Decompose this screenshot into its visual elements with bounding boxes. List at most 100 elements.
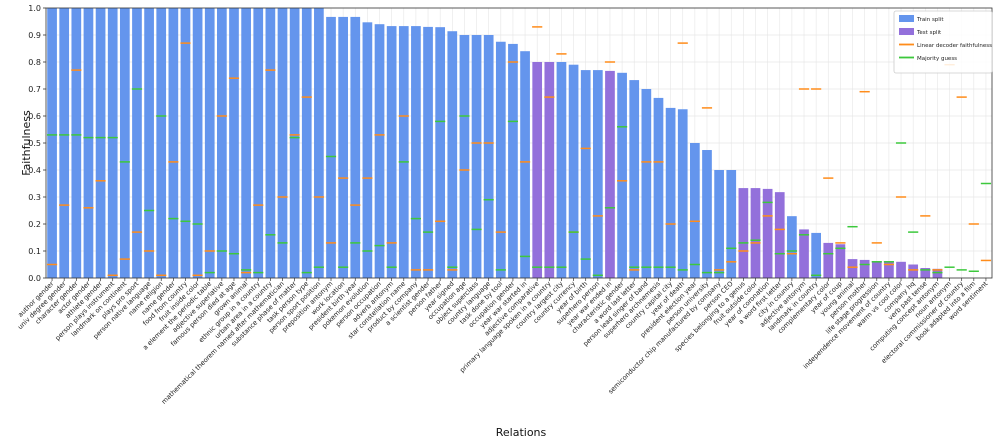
bar-train [71, 8, 82, 278]
bar-train [471, 35, 482, 278]
bar-train [374, 24, 385, 279]
bar-train [726, 170, 737, 278]
bar-train [398, 26, 409, 279]
bar-test [920, 268, 931, 278]
bar-train [107, 8, 118, 278]
y-tick-label: 1.0 [28, 4, 41, 13]
bar-test [532, 62, 543, 278]
bar-train [411, 26, 421, 279]
bar-train [314, 8, 324, 278]
y-tick-label: 0.9 [28, 31, 41, 40]
bar-test [908, 264, 919, 278]
bar-train [204, 8, 215, 278]
y-tick-label: 0.5 [28, 139, 41, 148]
y-tick-label: 0.0 [28, 274, 41, 283]
bar-test [859, 259, 870, 278]
bar-test [823, 242, 834, 278]
bar-train [168, 8, 179, 278]
bar-train [435, 27, 446, 279]
bar-train [702, 150, 712, 278]
bar-train [241, 8, 251, 278]
bar-train [350, 16, 361, 278]
bar-train [714, 170, 724, 278]
x-axis-title: Relations [496, 426, 547, 439]
bar-train [629, 80, 640, 278]
bar-train [59, 8, 70, 278]
bar-train [580, 70, 591, 278]
bar-train [787, 216, 797, 278]
bar-train [253, 8, 264, 278]
bar-train [47, 8, 57, 278]
bar-train [677, 109, 688, 278]
legend-train-label: Train split [916, 17, 944, 23]
bar-train [386, 26, 397, 279]
bar-train [592, 70, 603, 278]
bar-train [301, 8, 312, 278]
bar-train [95, 8, 106, 278]
bar-train [83, 8, 94, 278]
bar-train [289, 8, 300, 278]
bar-train [144, 8, 154, 278]
y-tick-label: 0.6 [28, 112, 41, 121]
bar-train [362, 22, 373, 279]
legend-decoder-label: Linear decoder faithfulness [917, 43, 992, 49]
bar-train [690, 143, 700, 278]
bar-train [665, 107, 676, 279]
bar-test [799, 229, 809, 278]
bar-test [544, 62, 555, 278]
legend-frame [893, 10, 993, 74]
bar-train [192, 8, 203, 278]
legend-train-swatch [899, 15, 914, 22]
bar-train [508, 43, 518, 278]
legend-test-swatch [899, 28, 914, 35]
y-tick-label: 0.1 [28, 247, 41, 256]
bar-train [338, 16, 348, 278]
legend-test-label: Test split [916, 30, 942, 36]
bars [47, 8, 943, 279]
bar-train [119, 8, 130, 278]
bar-train [132, 8, 142, 278]
bar-train [556, 62, 567, 278]
bar-train [326, 16, 336, 278]
bar-train [811, 232, 821, 278]
bar-train [217, 8, 227, 278]
bar-train [447, 31, 458, 278]
bar-test [847, 259, 858, 278]
bar-train [459, 35, 470, 278]
bar-train [653, 97, 664, 278]
y-tick-labels: 0.0 0.1 0.2 0.3 0.4 0.5 0.6 0.7 0.8 0.9 1.0 [28, 4, 41, 283]
bar-test [750, 188, 761, 278]
bar-train [617, 72, 627, 278]
y-tick-label: 0.4 [28, 166, 41, 175]
decoder-faithfulness-markers [46, 26, 992, 277]
bar-test [896, 261, 906, 278]
bar-test [738, 188, 749, 278]
bar-train [568, 64, 579, 278]
bar-test [884, 261, 894, 278]
legend: Train split Test split Linear decoder fa… [893, 10, 993, 74]
bar-train [641, 89, 652, 278]
bar-test [871, 261, 882, 278]
bar-test [932, 268, 943, 278]
bar-test [835, 244, 846, 278]
bar-train [156, 8, 167, 278]
y-tick-label: 0.2 [28, 220, 41, 229]
bar-train [495, 41, 506, 278]
bar-train [265, 8, 276, 278]
bar-test [605, 70, 615, 278]
bar-train [483, 35, 494, 278]
bar-train [423, 26, 433, 279]
y-tick-label: 0.7 [28, 85, 41, 94]
majority-guess-markers [46, 88, 992, 277]
bar-train [180, 8, 191, 278]
plot-frame [45, 7, 993, 279]
bar-test [774, 192, 785, 278]
legend-majority-label: Majority guess [917, 56, 957, 62]
bar-train [277, 8, 288, 278]
y-tick-label: 0.3 [28, 193, 41, 202]
y-tick-label: 0.8 [28, 58, 41, 67]
axes [43, 7, 993, 281]
bar-test [762, 188, 773, 278]
